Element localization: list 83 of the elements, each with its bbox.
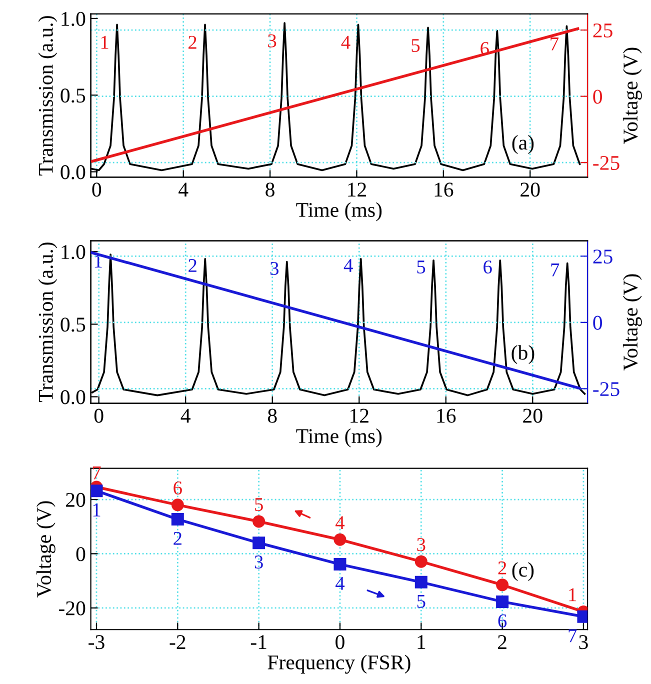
- y2-tick-label: 25: [593, 23, 612, 38]
- point: [334, 533, 346, 546]
- y-tick-label: 0: [76, 547, 86, 562]
- annotation: 2: [188, 259, 196, 272]
- x-tick-label: -2: [170, 635, 186, 649]
- annotation: 1: [101, 36, 108, 49]
- annotation: (c): [512, 562, 534, 582]
- y-tick-label: 0.0: [60, 390, 86, 404]
- point: [496, 578, 509, 592]
- x-axis-title: Time (ms): [296, 202, 382, 222]
- annotation: 3: [417, 538, 426, 552]
- annotation: 6: [498, 614, 507, 628]
- annotation: 4: [336, 577, 345, 590]
- x-tick-label: 16: [437, 408, 456, 423]
- y-axis-title: Voltage (V): [36, 501, 56, 598]
- x-tick-label: 4: [180, 408, 190, 423]
- point: [171, 498, 184, 512]
- annotation: 2: [188, 36, 196, 49]
- point: [252, 536, 266, 550]
- y2-tick-label: -25: [593, 382, 620, 396]
- x-tick-label: -3: [88, 635, 104, 650]
- x-tick-label: 3: [579, 635, 588, 650]
- point: [496, 595, 509, 608]
- annotation: 3: [254, 556, 263, 569]
- y-tick-label: 0.5: [60, 318, 86, 332]
- x-tick-label: 0: [94, 408, 104, 423]
- annotation: (a): [512, 135, 534, 154]
- x-tick-label: 0: [336, 635, 344, 650]
- x-tick-label: 16: [434, 182, 454, 197]
- point: [414, 555, 428, 568]
- x-tick-label: 4: [178, 182, 188, 196]
- y-tick-label: 1.0: [62, 245, 86, 260]
- x-tick-label: 12: [348, 182, 366, 196]
- y2-tick-label: 25: [593, 250, 612, 264]
- x-tick-label: 1: [418, 635, 426, 649]
- point: [171, 513, 184, 526]
- x-tick-label: 8: [266, 182, 274, 197]
- y-tick-label: 20: [66, 492, 86, 507]
- annotation: 4: [341, 36, 350, 49]
- annotation: 5: [412, 39, 420, 52]
- annotation: 5: [417, 260, 426, 274]
- y2-axis-title: Voltage (V): [622, 274, 642, 370]
- y2-axis-title: Voltage (V): [622, 48, 642, 144]
- y2-tick-label: 0: [593, 316, 602, 330]
- x-axis-title: Time (ms): [296, 428, 382, 448]
- annotation: 1: [93, 504, 100, 516]
- annotation: 6: [484, 260, 492, 274]
- annotation: 7: [92, 466, 101, 480]
- point: [252, 515, 266, 528]
- x-tick-label: 12: [350, 408, 368, 423]
- annotation: 1: [94, 254, 102, 268]
- annotation: 4: [336, 516, 345, 530]
- annotation: 5: [255, 498, 263, 512]
- annotation: 6: [174, 481, 182, 495]
- annotation: 3: [268, 34, 276, 48]
- y-axis-title: Transmission (a.u.): [38, 16, 58, 176]
- x-tick-label: 8: [268, 408, 277, 423]
- y-axis-title: Transmission (a.u.): [38, 242, 58, 402]
- x-tick-label: -1: [250, 635, 266, 649]
- x-tick-label: 0: [92, 182, 102, 197]
- y-tick-label: 0.0: [60, 165, 86, 180]
- y2-tick-label: -25: [593, 156, 620, 170]
- point: [90, 484, 103, 498]
- y-tick-label: 0.5: [60, 88, 86, 103]
- annotation: 2: [498, 561, 506, 574]
- annotation: 1: [569, 588, 576, 602]
- x-tick-label: 2: [498, 635, 506, 649]
- y-tick-label: 1.0: [62, 12, 86, 26]
- point: [334, 558, 346, 571]
- annotation: 3: [270, 262, 278, 276]
- point: [414, 576, 428, 588]
- annotation: 7: [550, 38, 559, 50]
- annotation: 5: [417, 594, 426, 608]
- annotation: 2: [174, 532, 182, 545]
- annotation: 7: [568, 629, 577, 642]
- y2-tick-label: 0: [593, 90, 602, 104]
- x-tick-label: 20: [520, 182, 540, 197]
- x-axis-title: Frequency (FSR): [268, 654, 410, 674]
- annotation: 4: [344, 259, 353, 272]
- annotation: 7: [551, 264, 560, 276]
- y-tick-label: -20: [58, 601, 86, 616]
- x-tick-label: 20: [523, 408, 542, 423]
- annotation: (b): [512, 345, 534, 364]
